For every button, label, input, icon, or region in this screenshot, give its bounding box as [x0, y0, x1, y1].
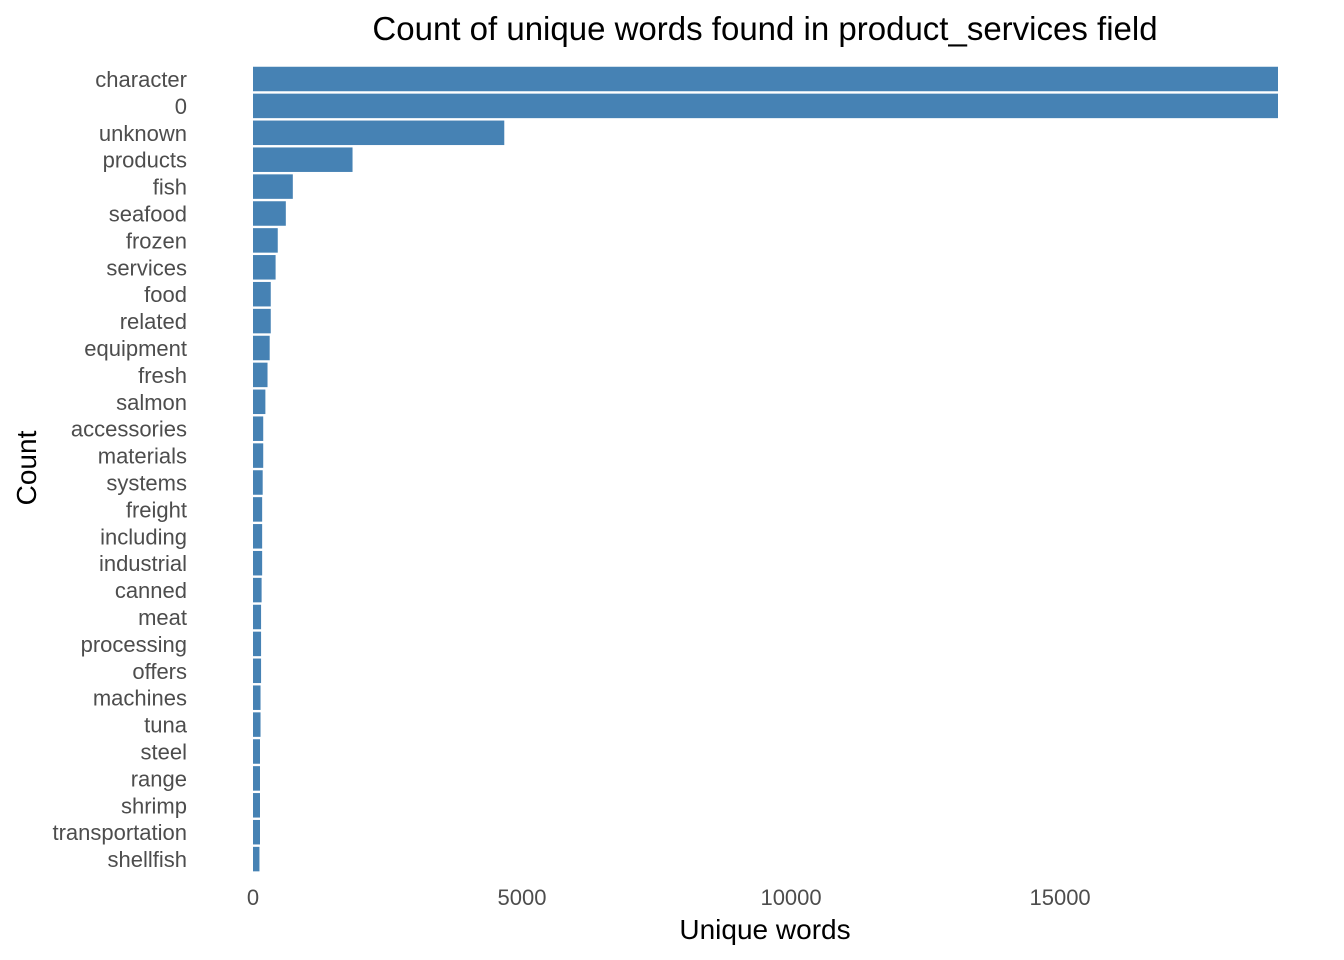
y-tick-label: character	[95, 67, 187, 92]
y-tick-label: including	[100, 524, 187, 549]
y-tick-label: seafood	[109, 202, 187, 227]
bars-group	[253, 66, 1278, 872]
bar-freight	[253, 497, 263, 522]
bar-transportation	[253, 819, 260, 845]
y-tick-label: unknown	[99, 121, 187, 146]
x-tick-label: 15000	[1029, 885, 1090, 910]
bar-tuna	[253, 712, 261, 737]
bar-accessories	[253, 416, 264, 441]
y-tick-label: shellfish	[108, 847, 187, 872]
bar-range	[253, 766, 260, 791]
y-tick-label: tuna	[144, 713, 188, 738]
bar-frozen	[253, 228, 278, 253]
y-tick-label: products	[103, 148, 187, 173]
bar-including	[253, 524, 263, 549]
bar-related	[253, 308, 271, 334]
y-tick-label: industrial	[99, 551, 187, 576]
bar-products	[253, 147, 353, 172]
y-tick-label: materials	[98, 444, 187, 469]
y-tick-label: equipment	[84, 336, 187, 361]
bar-shellfish	[253, 846, 260, 872]
bar-0	[253, 93, 1278, 119]
y-tick-label: canned	[115, 578, 187, 603]
y-tick-label: related	[120, 309, 187, 334]
y-tick-label: transportation	[52, 820, 187, 845]
y-tick-label: offers	[132, 659, 187, 684]
bar-shrimp	[253, 793, 260, 818]
bar-salmon	[253, 389, 266, 415]
bar-character	[253, 66, 1278, 92]
y-tick-label: steel	[141, 740, 187, 765]
y-tick-labels: character0unknownproductsfishseafoodfroz…	[52, 67, 187, 872]
x-tick-label: 10000	[760, 885, 821, 910]
x-tick-label: 0	[247, 885, 259, 910]
bar-canned	[253, 577, 262, 603]
bar-fresh	[253, 362, 268, 388]
bar-meat	[253, 604, 262, 630]
y-tick-label: fresh	[138, 363, 187, 388]
bar-industrial	[253, 550, 263, 576]
y-tick-label: shrimp	[121, 793, 187, 818]
y-axis-title: Count	[11, 430, 42, 505]
bar-services	[253, 255, 276, 280]
bar-unknown	[253, 120, 505, 146]
y-tick-label: fish	[153, 175, 187, 200]
bar-systems	[253, 470, 263, 495]
x-tick-label: 5000	[498, 885, 547, 910]
bar-fish	[253, 174, 293, 199]
y-tick-label: systems	[106, 471, 187, 496]
y-tick-label: 0	[175, 94, 187, 119]
y-tick-label: processing	[81, 632, 187, 657]
y-tick-label: salmon	[116, 390, 187, 415]
bar-food	[253, 281, 271, 307]
bar-steel	[253, 739, 260, 764]
bar-seafood	[253, 201, 286, 226]
y-tick-label: machines	[93, 686, 187, 711]
chart-title: Count of unique words found in product_s…	[372, 10, 1157, 47]
y-tick-label: food	[144, 282, 187, 307]
bar-equipment	[253, 335, 270, 361]
y-tick-label: freight	[126, 497, 187, 522]
bar-machines	[253, 685, 261, 710]
y-tick-label: accessories	[71, 417, 187, 442]
y-tick-label: services	[106, 255, 187, 280]
x-axis-title: Unique words	[679, 914, 850, 945]
y-tick-label: frozen	[126, 228, 187, 253]
y-tick-label: range	[131, 766, 187, 791]
bar-materials	[253, 443, 264, 468]
bar-processing	[253, 631, 262, 657]
x-tick-labels: 0 5000 10000 15000	[247, 885, 1091, 910]
bar-offers	[253, 658, 262, 684]
y-tick-label: meat	[138, 605, 187, 630]
